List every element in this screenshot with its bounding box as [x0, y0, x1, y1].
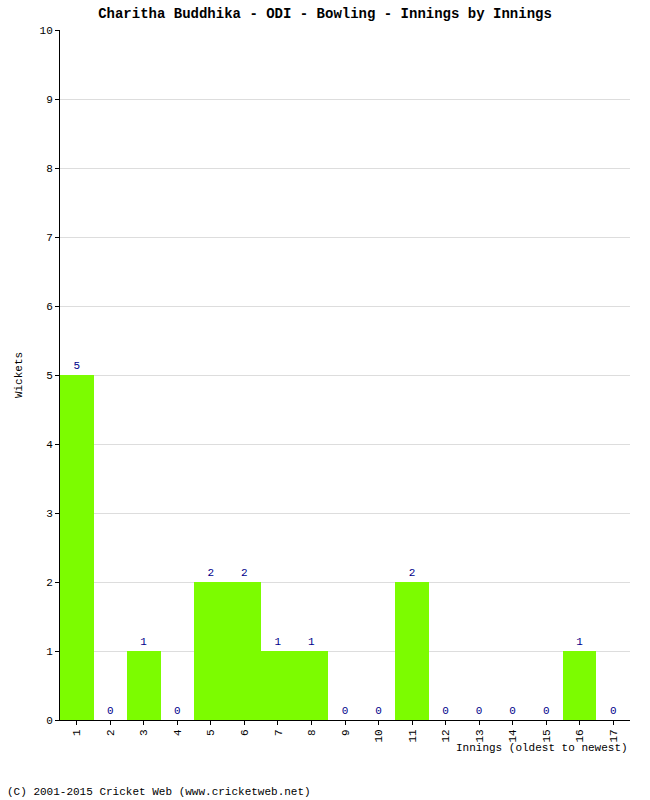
svg-text:1: 1: [308, 636, 315, 648]
svg-text:0: 0: [342, 705, 349, 717]
svg-text:4: 4: [46, 439, 53, 451]
svg-text:10: 10: [40, 25, 53, 37]
svg-text:0: 0: [476, 705, 483, 717]
svg-text:5: 5: [46, 370, 53, 382]
svg-text:13: 13: [474, 729, 486, 742]
svg-text:2: 2: [105, 729, 117, 736]
svg-text:0: 0: [174, 705, 181, 717]
svg-text:17: 17: [608, 729, 620, 742]
svg-text:0: 0: [543, 705, 550, 717]
svg-text:11: 11: [407, 729, 419, 743]
svg-text:9: 9: [340, 729, 352, 736]
svg-text:(C) 2001-2015 Cricket Web (www: (C) 2001-2015 Cricket Web (www.cricketwe…: [7, 786, 311, 798]
svg-text:0: 0: [375, 705, 382, 717]
svg-text:15: 15: [541, 729, 553, 742]
svg-text:7: 7: [46, 232, 53, 244]
svg-text:5: 5: [205, 729, 217, 736]
svg-text:0: 0: [509, 705, 516, 717]
svg-text:16: 16: [574, 729, 586, 742]
svg-text:7: 7: [273, 729, 285, 736]
svg-text:6: 6: [46, 301, 53, 313]
svg-text:1: 1: [140, 636, 147, 648]
svg-text:Wickets: Wickets: [13, 352, 25, 398]
svg-text:Charitha Buddhika - ODI - Bowl: Charitha Buddhika - ODI - Bowling - Inni…: [98, 6, 552, 22]
svg-text:0: 0: [442, 705, 449, 717]
svg-text:12: 12: [440, 729, 452, 742]
svg-text:2: 2: [208, 567, 215, 579]
svg-text:Innings (oldest to newest): Innings (oldest to newest): [456, 742, 628, 754]
svg-text:0: 0: [107, 705, 114, 717]
svg-text:5: 5: [73, 360, 80, 372]
svg-text:4: 4: [172, 729, 184, 736]
svg-text:9: 9: [46, 94, 53, 106]
svg-text:0: 0: [610, 705, 617, 717]
svg-text:3: 3: [138, 729, 150, 736]
svg-text:2: 2: [46, 577, 53, 589]
svg-text:8: 8: [306, 729, 318, 736]
svg-text:3: 3: [46, 508, 53, 520]
svg-text:1: 1: [576, 636, 583, 648]
svg-text:8: 8: [46, 163, 53, 175]
svg-text:2: 2: [241, 567, 248, 579]
svg-text:6: 6: [239, 729, 251, 736]
svg-text:1: 1: [274, 636, 281, 648]
svg-text:2: 2: [409, 567, 416, 579]
svg-text:14: 14: [507, 729, 519, 743]
svg-text:1: 1: [71, 729, 83, 736]
svg-text:1: 1: [46, 646, 53, 658]
svg-text:10: 10: [373, 729, 385, 742]
svg-text:0: 0: [46, 715, 53, 727]
